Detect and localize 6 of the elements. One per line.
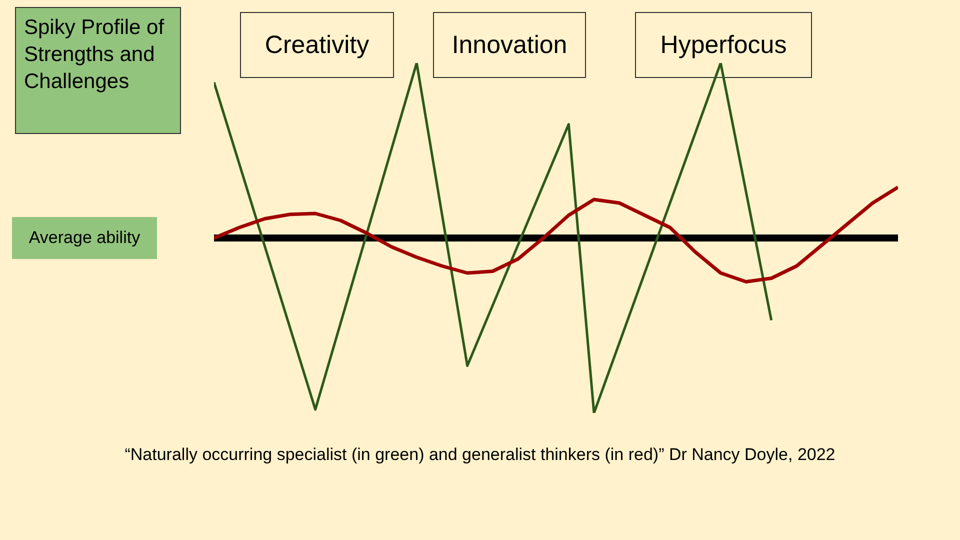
text: “Naturally occurring specialist (in green) and generalist thinkers (in red)” Dr Nancy Doyle, 2022 bbox=[124, 445, 836, 465]
ref-line-label: Average ability bbox=[12, 217, 157, 259]
chart-title: Spiky Profile of Strengths and Challenges bbox=[15, 7, 181, 134]
text: Creativity bbox=[240, 12, 394, 78]
text: Innovation bbox=[433, 12, 586, 78]
text: Hyperfocus bbox=[635, 12, 812, 78]
